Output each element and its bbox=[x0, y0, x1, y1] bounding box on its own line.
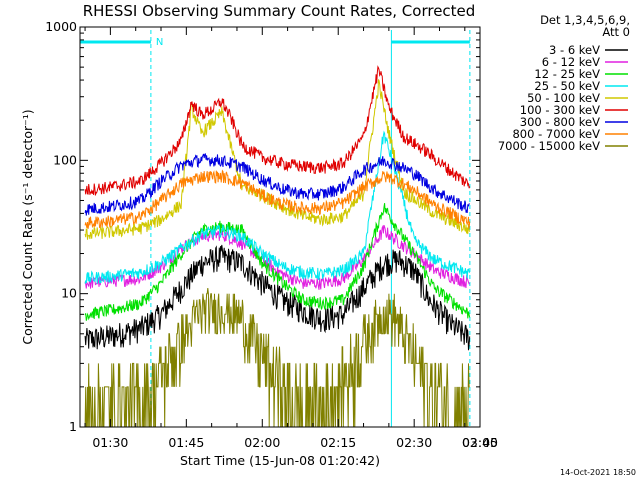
night-label: N bbox=[156, 37, 163, 48]
series-line-0 bbox=[84, 244, 471, 351]
x-tick-label: 01:30 bbox=[92, 435, 128, 450]
legend-label: 100 - 300 keV bbox=[520, 103, 600, 117]
y-tick-label: 100 bbox=[53, 152, 77, 167]
legend-label: 50 - 100 keV bbox=[527, 91, 600, 105]
legend-label: 12 - 25 keV bbox=[534, 67, 600, 81]
x-axis-label: Start Time (15-Jun-08 01:20:42) bbox=[180, 453, 380, 468]
plot-frame bbox=[79, 26, 481, 428]
legend-label: 6 - 12 keV bbox=[542, 55, 600, 69]
legend-header: Det 1,3,4,5,6,9, bbox=[540, 13, 630, 27]
x-tick-label: 02:15 bbox=[320, 435, 356, 450]
legend-label: 7000 - 15000 keV bbox=[498, 139, 600, 153]
x-tick-label: 02:30 bbox=[396, 435, 432, 450]
night-marker-layer: N bbox=[80, 30, 471, 427]
x-tick-label: 01:45 bbox=[168, 435, 204, 450]
series-line-3 bbox=[84, 130, 471, 284]
timestamp: 14-Oct-2021 18:50 bbox=[560, 468, 636, 477]
series-line-1 bbox=[84, 224, 470, 290]
legend-label: 25 - 50 keV bbox=[534, 79, 600, 93]
y-axis-label: Corrected Count Rate (s⁻¹ detector⁻¹) bbox=[20, 109, 35, 344]
series-line-8 bbox=[84, 288, 470, 428]
legend-header: Att 0 bbox=[602, 25, 630, 39]
y-tick-label: 1000 bbox=[45, 19, 77, 34]
series-line-5 bbox=[84, 65, 471, 196]
series-line-4 bbox=[84, 79, 471, 240]
x-tick-label: 02:00 bbox=[244, 435, 280, 450]
series-line-2 bbox=[84, 203, 471, 321]
legend-label: 800 - 7000 keV bbox=[512, 127, 600, 141]
legend-label: 300 - 800 keV bbox=[520, 115, 600, 129]
series-line-6 bbox=[84, 153, 470, 216]
y-tick-label: 1 bbox=[69, 419, 77, 434]
series-line-7 bbox=[84, 169, 471, 230]
chart-title: RHESSI Observing Summary Count Rates, Co… bbox=[83, 2, 476, 20]
y-tick-label: 10 bbox=[61, 286, 77, 301]
series-layer bbox=[84, 65, 471, 428]
legend-label: 3 - 6 keV bbox=[549, 43, 600, 57]
x-tick-label: 03:00 bbox=[462, 435, 498, 450]
x-tick-label: 02:45 bbox=[462, 435, 498, 450]
